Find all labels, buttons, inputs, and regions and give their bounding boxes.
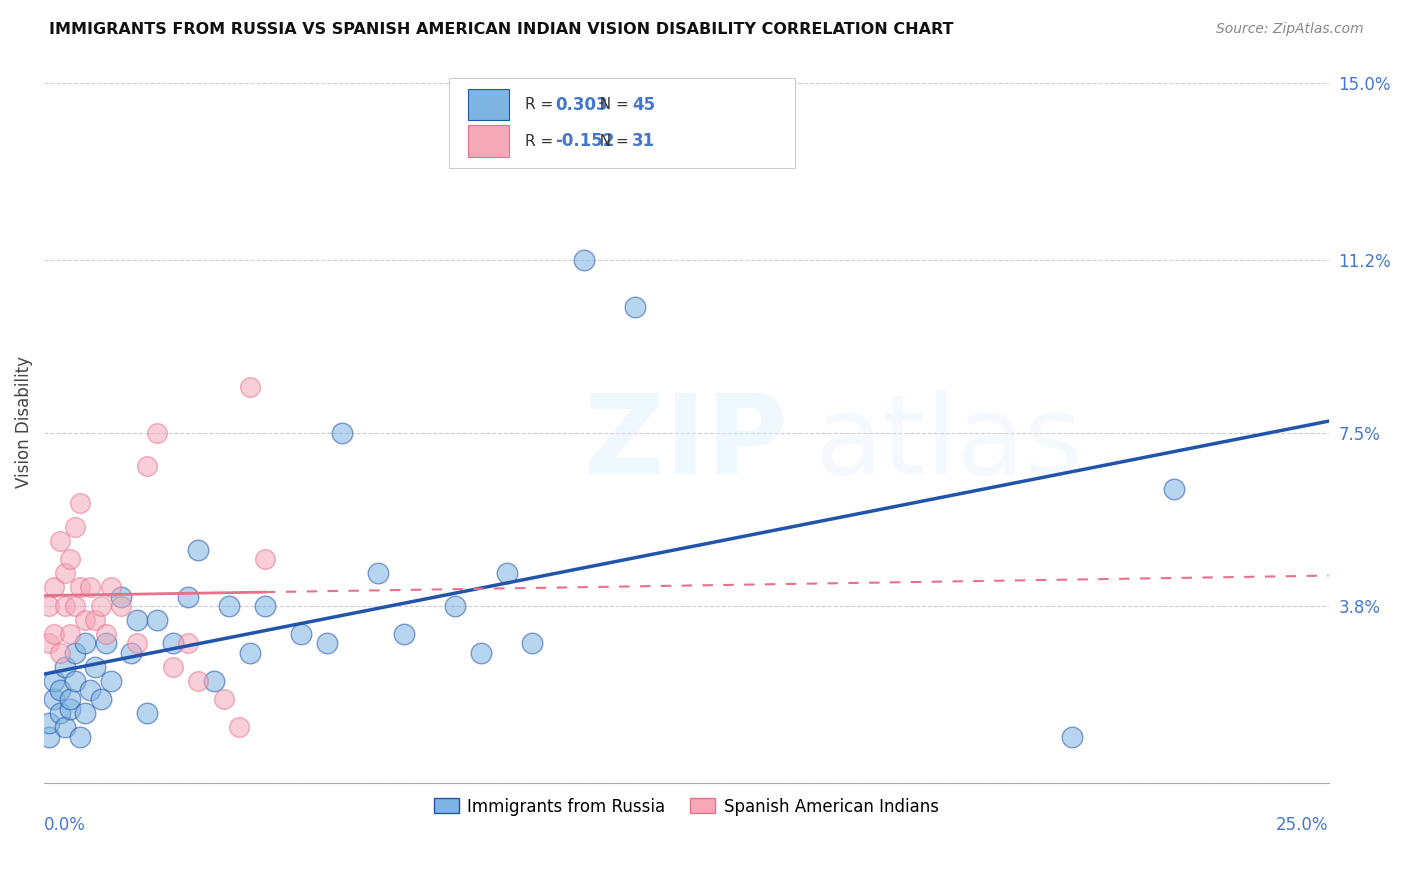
Point bbox=[110, 599, 132, 613]
Text: atlas: atlas bbox=[814, 390, 1083, 497]
Point bbox=[69, 730, 91, 744]
Text: ZIP: ZIP bbox=[583, 390, 787, 497]
Point bbox=[367, 566, 389, 581]
Point bbox=[75, 636, 97, 650]
Point bbox=[228, 721, 250, 735]
Point bbox=[59, 627, 82, 641]
Point bbox=[1060, 730, 1083, 744]
Bar bbox=[468, 126, 509, 157]
Point bbox=[48, 646, 70, 660]
Point bbox=[110, 590, 132, 604]
Point bbox=[239, 379, 262, 393]
Point bbox=[146, 613, 169, 627]
Point bbox=[59, 552, 82, 566]
Text: 0.303: 0.303 bbox=[555, 95, 607, 113]
Point bbox=[162, 636, 184, 650]
Point bbox=[38, 636, 60, 650]
Point bbox=[59, 692, 82, 706]
Point bbox=[75, 706, 97, 721]
Text: IMMIGRANTS FROM RUSSIA VS SPANISH AMERICAN INDIAN VISION DISABILITY CORRELATION : IMMIGRANTS FROM RUSSIA VS SPANISH AMERIC… bbox=[49, 22, 953, 37]
Point bbox=[53, 566, 76, 581]
Point bbox=[202, 673, 225, 688]
Text: 31: 31 bbox=[633, 132, 655, 150]
Point bbox=[135, 458, 157, 473]
Point bbox=[63, 519, 86, 533]
Point bbox=[48, 706, 70, 721]
Point bbox=[53, 721, 76, 735]
Point bbox=[253, 552, 276, 566]
Text: 25.0%: 25.0% bbox=[1277, 816, 1329, 834]
Point bbox=[79, 683, 101, 698]
Point bbox=[239, 646, 262, 660]
Point bbox=[79, 580, 101, 594]
Point bbox=[44, 627, 66, 641]
Point bbox=[44, 580, 66, 594]
Point bbox=[624, 300, 647, 314]
Text: -0.152: -0.152 bbox=[555, 132, 614, 150]
Point bbox=[53, 599, 76, 613]
Text: N =: N = bbox=[591, 134, 634, 149]
Point bbox=[162, 659, 184, 673]
Point bbox=[522, 636, 544, 650]
Point bbox=[38, 715, 60, 730]
Point bbox=[495, 566, 517, 581]
Text: Source: ZipAtlas.com: Source: ZipAtlas.com bbox=[1216, 22, 1364, 37]
Point bbox=[90, 692, 112, 706]
Point bbox=[392, 627, 415, 641]
Point bbox=[146, 426, 169, 441]
Point bbox=[44, 692, 66, 706]
Point bbox=[187, 543, 209, 558]
Point bbox=[84, 613, 107, 627]
Text: R =: R = bbox=[526, 97, 558, 112]
Point bbox=[94, 636, 117, 650]
Point bbox=[253, 599, 276, 613]
Point bbox=[125, 636, 148, 650]
Text: R =: R = bbox=[526, 134, 558, 149]
Point bbox=[100, 673, 122, 688]
Point bbox=[177, 636, 200, 650]
Point bbox=[572, 253, 595, 268]
Point bbox=[218, 599, 240, 613]
Point bbox=[69, 580, 91, 594]
Point bbox=[315, 636, 337, 650]
Text: 45: 45 bbox=[633, 95, 655, 113]
Point bbox=[90, 599, 112, 613]
Point bbox=[100, 580, 122, 594]
Point bbox=[63, 673, 86, 688]
Point bbox=[69, 496, 91, 510]
Point bbox=[444, 599, 467, 613]
Text: 0.0%: 0.0% bbox=[44, 816, 86, 834]
Point bbox=[38, 599, 60, 613]
Point bbox=[75, 613, 97, 627]
Point bbox=[1163, 483, 1185, 497]
Point bbox=[63, 599, 86, 613]
Bar bbox=[468, 89, 509, 120]
Point bbox=[94, 627, 117, 641]
Point bbox=[38, 730, 60, 744]
Point bbox=[53, 659, 76, 673]
Point bbox=[212, 692, 235, 706]
Point bbox=[63, 646, 86, 660]
Legend: Immigrants from Russia, Spanish American Indians: Immigrants from Russia, Spanish American… bbox=[427, 791, 945, 822]
Point bbox=[44, 673, 66, 688]
Point bbox=[125, 613, 148, 627]
Point bbox=[470, 646, 492, 660]
Point bbox=[330, 426, 353, 441]
Point bbox=[187, 673, 209, 688]
Point bbox=[48, 533, 70, 548]
Y-axis label: Vision Disability: Vision Disability bbox=[15, 356, 32, 488]
Point bbox=[59, 702, 82, 716]
Point bbox=[48, 683, 70, 698]
Point bbox=[177, 590, 200, 604]
Point bbox=[290, 627, 312, 641]
FancyBboxPatch shape bbox=[449, 78, 796, 169]
Point bbox=[84, 659, 107, 673]
Text: N =: N = bbox=[591, 97, 634, 112]
Point bbox=[120, 646, 142, 660]
Point bbox=[135, 706, 157, 721]
